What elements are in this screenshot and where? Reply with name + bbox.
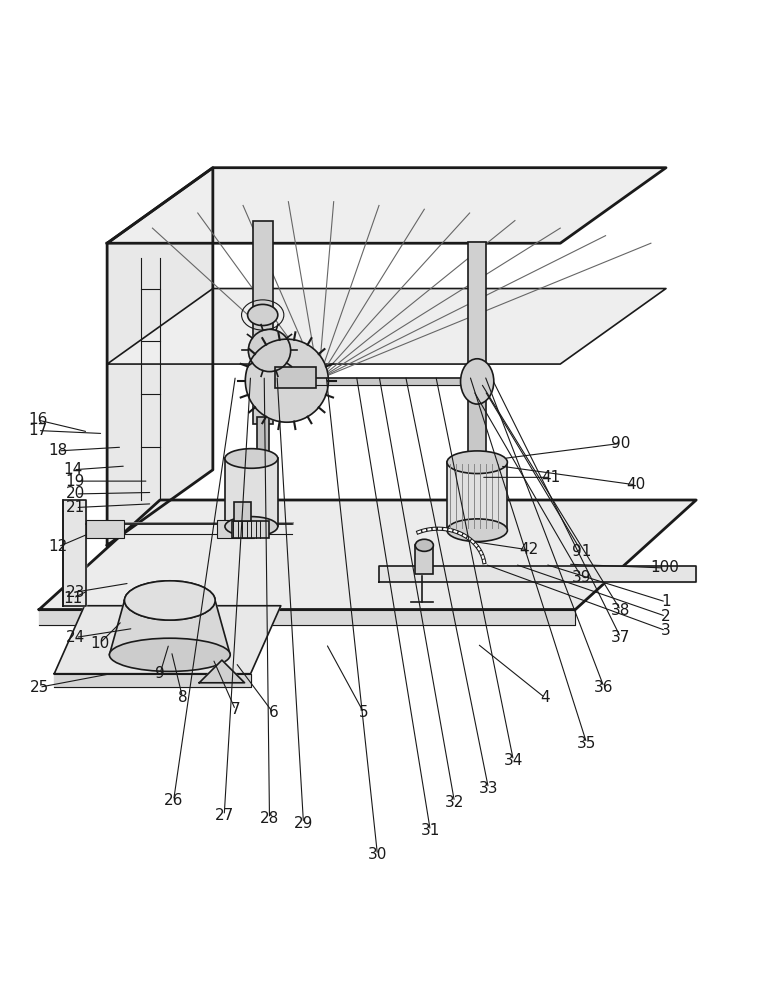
Bar — [217, 520, 255, 538]
Text: 7: 7 — [230, 702, 240, 717]
Text: 1: 1 — [661, 594, 671, 609]
Text: 41: 41 — [541, 470, 561, 485]
Ellipse shape — [447, 451, 507, 474]
Polygon shape — [39, 500, 696, 610]
Text: 12: 12 — [49, 539, 67, 554]
Text: 3: 3 — [661, 623, 671, 638]
Bar — [232, 521, 270, 538]
Text: 27: 27 — [215, 808, 233, 823]
Text: 31: 31 — [421, 823, 440, 838]
Circle shape — [249, 329, 290, 372]
Text: 16: 16 — [28, 412, 47, 427]
Text: 28: 28 — [260, 811, 279, 826]
Text: 33: 33 — [479, 781, 498, 796]
Polygon shape — [379, 566, 696, 582]
Text: 42: 42 — [519, 542, 538, 557]
Polygon shape — [107, 289, 666, 364]
Polygon shape — [109, 600, 230, 655]
Text: 8: 8 — [178, 690, 187, 705]
Text: 30: 30 — [368, 847, 387, 862]
Circle shape — [246, 339, 328, 422]
Polygon shape — [292, 378, 474, 385]
Text: 100: 100 — [650, 560, 679, 575]
Text: 37: 37 — [611, 630, 631, 645]
Text: 21: 21 — [66, 500, 85, 515]
Ellipse shape — [415, 539, 434, 551]
Bar — [86, 520, 124, 538]
Bar — [415, 545, 434, 574]
Text: 26: 26 — [164, 793, 183, 808]
Polygon shape — [107, 168, 213, 545]
Text: 23: 23 — [66, 585, 85, 600]
Bar — [253, 221, 273, 424]
Text: 91: 91 — [572, 544, 591, 559]
Bar — [447, 462, 507, 530]
Text: 90: 90 — [611, 436, 631, 451]
Text: 38: 38 — [611, 603, 631, 618]
Text: 36: 36 — [594, 680, 614, 695]
Polygon shape — [199, 660, 245, 683]
Ellipse shape — [248, 304, 277, 326]
Text: 17: 17 — [28, 423, 47, 438]
Text: 40: 40 — [626, 477, 645, 492]
Text: 24: 24 — [66, 630, 85, 645]
Text: 4: 4 — [540, 690, 550, 705]
Bar — [468, 242, 486, 378]
Text: 5: 5 — [359, 705, 368, 720]
Ellipse shape — [461, 359, 493, 404]
Polygon shape — [55, 674, 251, 687]
Text: 34: 34 — [504, 753, 523, 768]
Ellipse shape — [124, 581, 215, 620]
Text: 20: 20 — [66, 486, 85, 501]
Text: 14: 14 — [64, 462, 83, 477]
Text: 25: 25 — [30, 680, 49, 695]
Bar — [234, 502, 251, 521]
Text: 19: 19 — [66, 474, 85, 489]
Polygon shape — [55, 606, 280, 674]
Text: 6: 6 — [268, 705, 278, 720]
Text: 11: 11 — [64, 591, 83, 606]
Text: 29: 29 — [294, 816, 313, 831]
Ellipse shape — [447, 519, 507, 542]
Ellipse shape — [124, 581, 215, 620]
Ellipse shape — [109, 638, 230, 671]
Bar — [225, 458, 277, 526]
Ellipse shape — [225, 449, 277, 468]
Bar — [275, 367, 316, 388]
Text: 10: 10 — [90, 636, 109, 651]
Text: 35: 35 — [577, 736, 597, 751]
Polygon shape — [64, 500, 86, 606]
Bar — [257, 417, 269, 523]
Text: 18: 18 — [49, 443, 67, 458]
Bar — [468, 379, 486, 530]
Text: 9: 9 — [155, 666, 164, 681]
Text: 2: 2 — [661, 609, 671, 624]
Ellipse shape — [225, 517, 277, 536]
Text: 32: 32 — [445, 795, 464, 810]
Text: 39: 39 — [572, 570, 591, 585]
Polygon shape — [39, 610, 575, 625]
Polygon shape — [107, 168, 666, 243]
